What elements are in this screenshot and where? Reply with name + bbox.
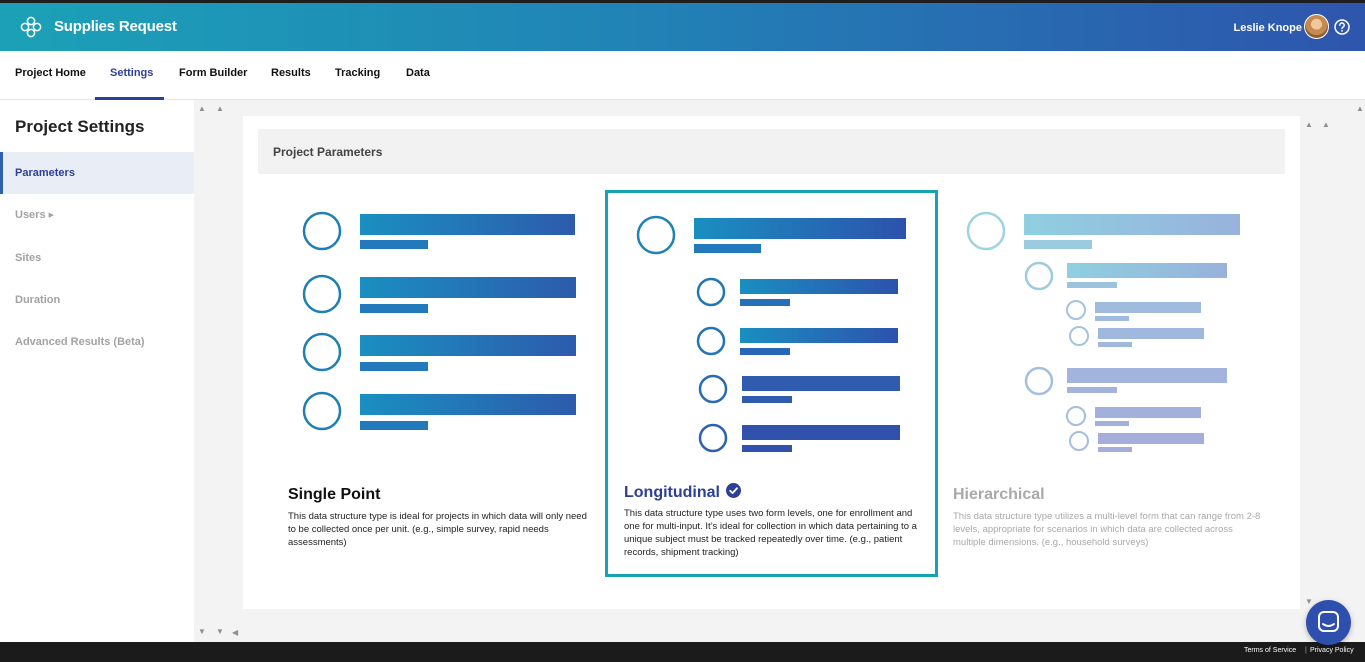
tab-project-home[interactable]: Project Home: [15, 67, 86, 79]
option-longitudinal[interactable]: Longitudinal This data structure type us…: [605, 190, 938, 577]
scroll-down-icon[interactable]: ▼: [198, 627, 206, 636]
footer-separator: |: [1305, 647, 1307, 654]
tab-form-builder[interactable]: Form Builder: [179, 67, 248, 79]
app-title[interactable]: Supplies Request: [54, 18, 177, 35]
scroll-up-icon[interactable]: ▲: [216, 104, 224, 113]
longitudinal-illustration: [636, 215, 906, 453]
sidebar-item-label: Duration: [15, 294, 61, 306]
user-avatar[interactable]: [1304, 14, 1329, 39]
option-description: This data structure type utilizes a mult…: [953, 511, 1261, 548]
question-circle-icon[interactable]: [1334, 19, 1350, 35]
settings-sidebar: Project Settings Parameters Users ▶ Sites…: [0, 100, 194, 642]
tab-settings[interactable]: Settings: [110, 67, 154, 79]
option-title: Longitudinal: [624, 484, 720, 501]
scroll-up-icon[interactable]: ▲: [1305, 120, 1313, 129]
scroll-down-icon[interactable]: ▼: [216, 627, 224, 636]
option-title-row: Longitudinal: [624, 483, 741, 502]
option-description: This data structure type is ideal for pr…: [288, 511, 587, 548]
sidebar-item-label: Users: [15, 209, 46, 221]
scroll-up-icon[interactable]: ▲: [198, 104, 206, 113]
option-description: This data structure type uses two form l…: [624, 508, 917, 558]
privacy-policy-link[interactable]: Privacy Policy: [1310, 647, 1354, 654]
scroll-left-icon[interactable]: ◀: [232, 628, 239, 637]
single-point-illustration: [302, 211, 576, 431]
section-header: Project Parameters: [258, 129, 1285, 174]
check-circle-icon: [725, 483, 741, 498]
main-tabs: Project Home Settings Form Builder Resul…: [0, 51, 1365, 100]
sidebar-item-duration[interactable]: Duration: [0, 279, 194, 321]
chat-bubble-icon: [1318, 611, 1339, 632]
scroll-up-icon[interactable]: ▲: [1322, 120, 1330, 129]
scroll-up-icon[interactable]: ▲: [1356, 104, 1364, 113]
caret-right-icon: ▶: [48, 212, 54, 219]
sidebar-item-label: Advanced Results (Beta): [15, 336, 145, 348]
flower-logo-icon[interactable]: [20, 16, 42, 38]
sidebar-item-parameters[interactable]: Parameters: [0, 152, 194, 194]
option-title: Hierarchical: [953, 486, 1045, 503]
sidebar-item-users[interactable]: Users ▶: [0, 194, 194, 236]
hierarchical-illustration: [966, 211, 1240, 452]
option-hierarchical[interactable]: Hierarchical This data structure type ut…: [943, 196, 1283, 556]
sidebar-item-label: Sites: [15, 252, 42, 264]
section-title: Project Parameters: [273, 145, 383, 159]
chat-launcher-button[interactable]: [1306, 600, 1351, 645]
tab-tracking[interactable]: Tracking: [335, 67, 381, 79]
option-single-point[interactable]: Single Point This data structure type is…: [273, 196, 603, 556]
scroll-down-icon[interactable]: ▼: [1305, 597, 1313, 606]
sidebar-item-advanced-results[interactable]: Advanced Results (Beta): [0, 321, 194, 363]
terms-of-service-link[interactable]: Terms of Service: [1244, 647, 1297, 654]
option-title: Single Point: [288, 486, 381, 503]
active-tab-indicator: [95, 97, 164, 100]
top-header: Supplies Request Leslie Knope: [0, 0, 1365, 51]
tab-data[interactable]: Data: [406, 67, 430, 79]
sidebar-title: Project Settings: [15, 117, 145, 136]
sidebar-item-sites[interactable]: Sites: [0, 237, 194, 279]
page-footer: Terms of Service | Privacy Policy: [0, 642, 1365, 662]
user-name[interactable]: Leslie Knope: [1233, 22, 1302, 34]
tab-results[interactable]: Results: [271, 67, 311, 79]
sidebar-item-label: Parameters: [15, 167, 75, 179]
parameters-card: Project Parameters: [243, 116, 1300, 609]
